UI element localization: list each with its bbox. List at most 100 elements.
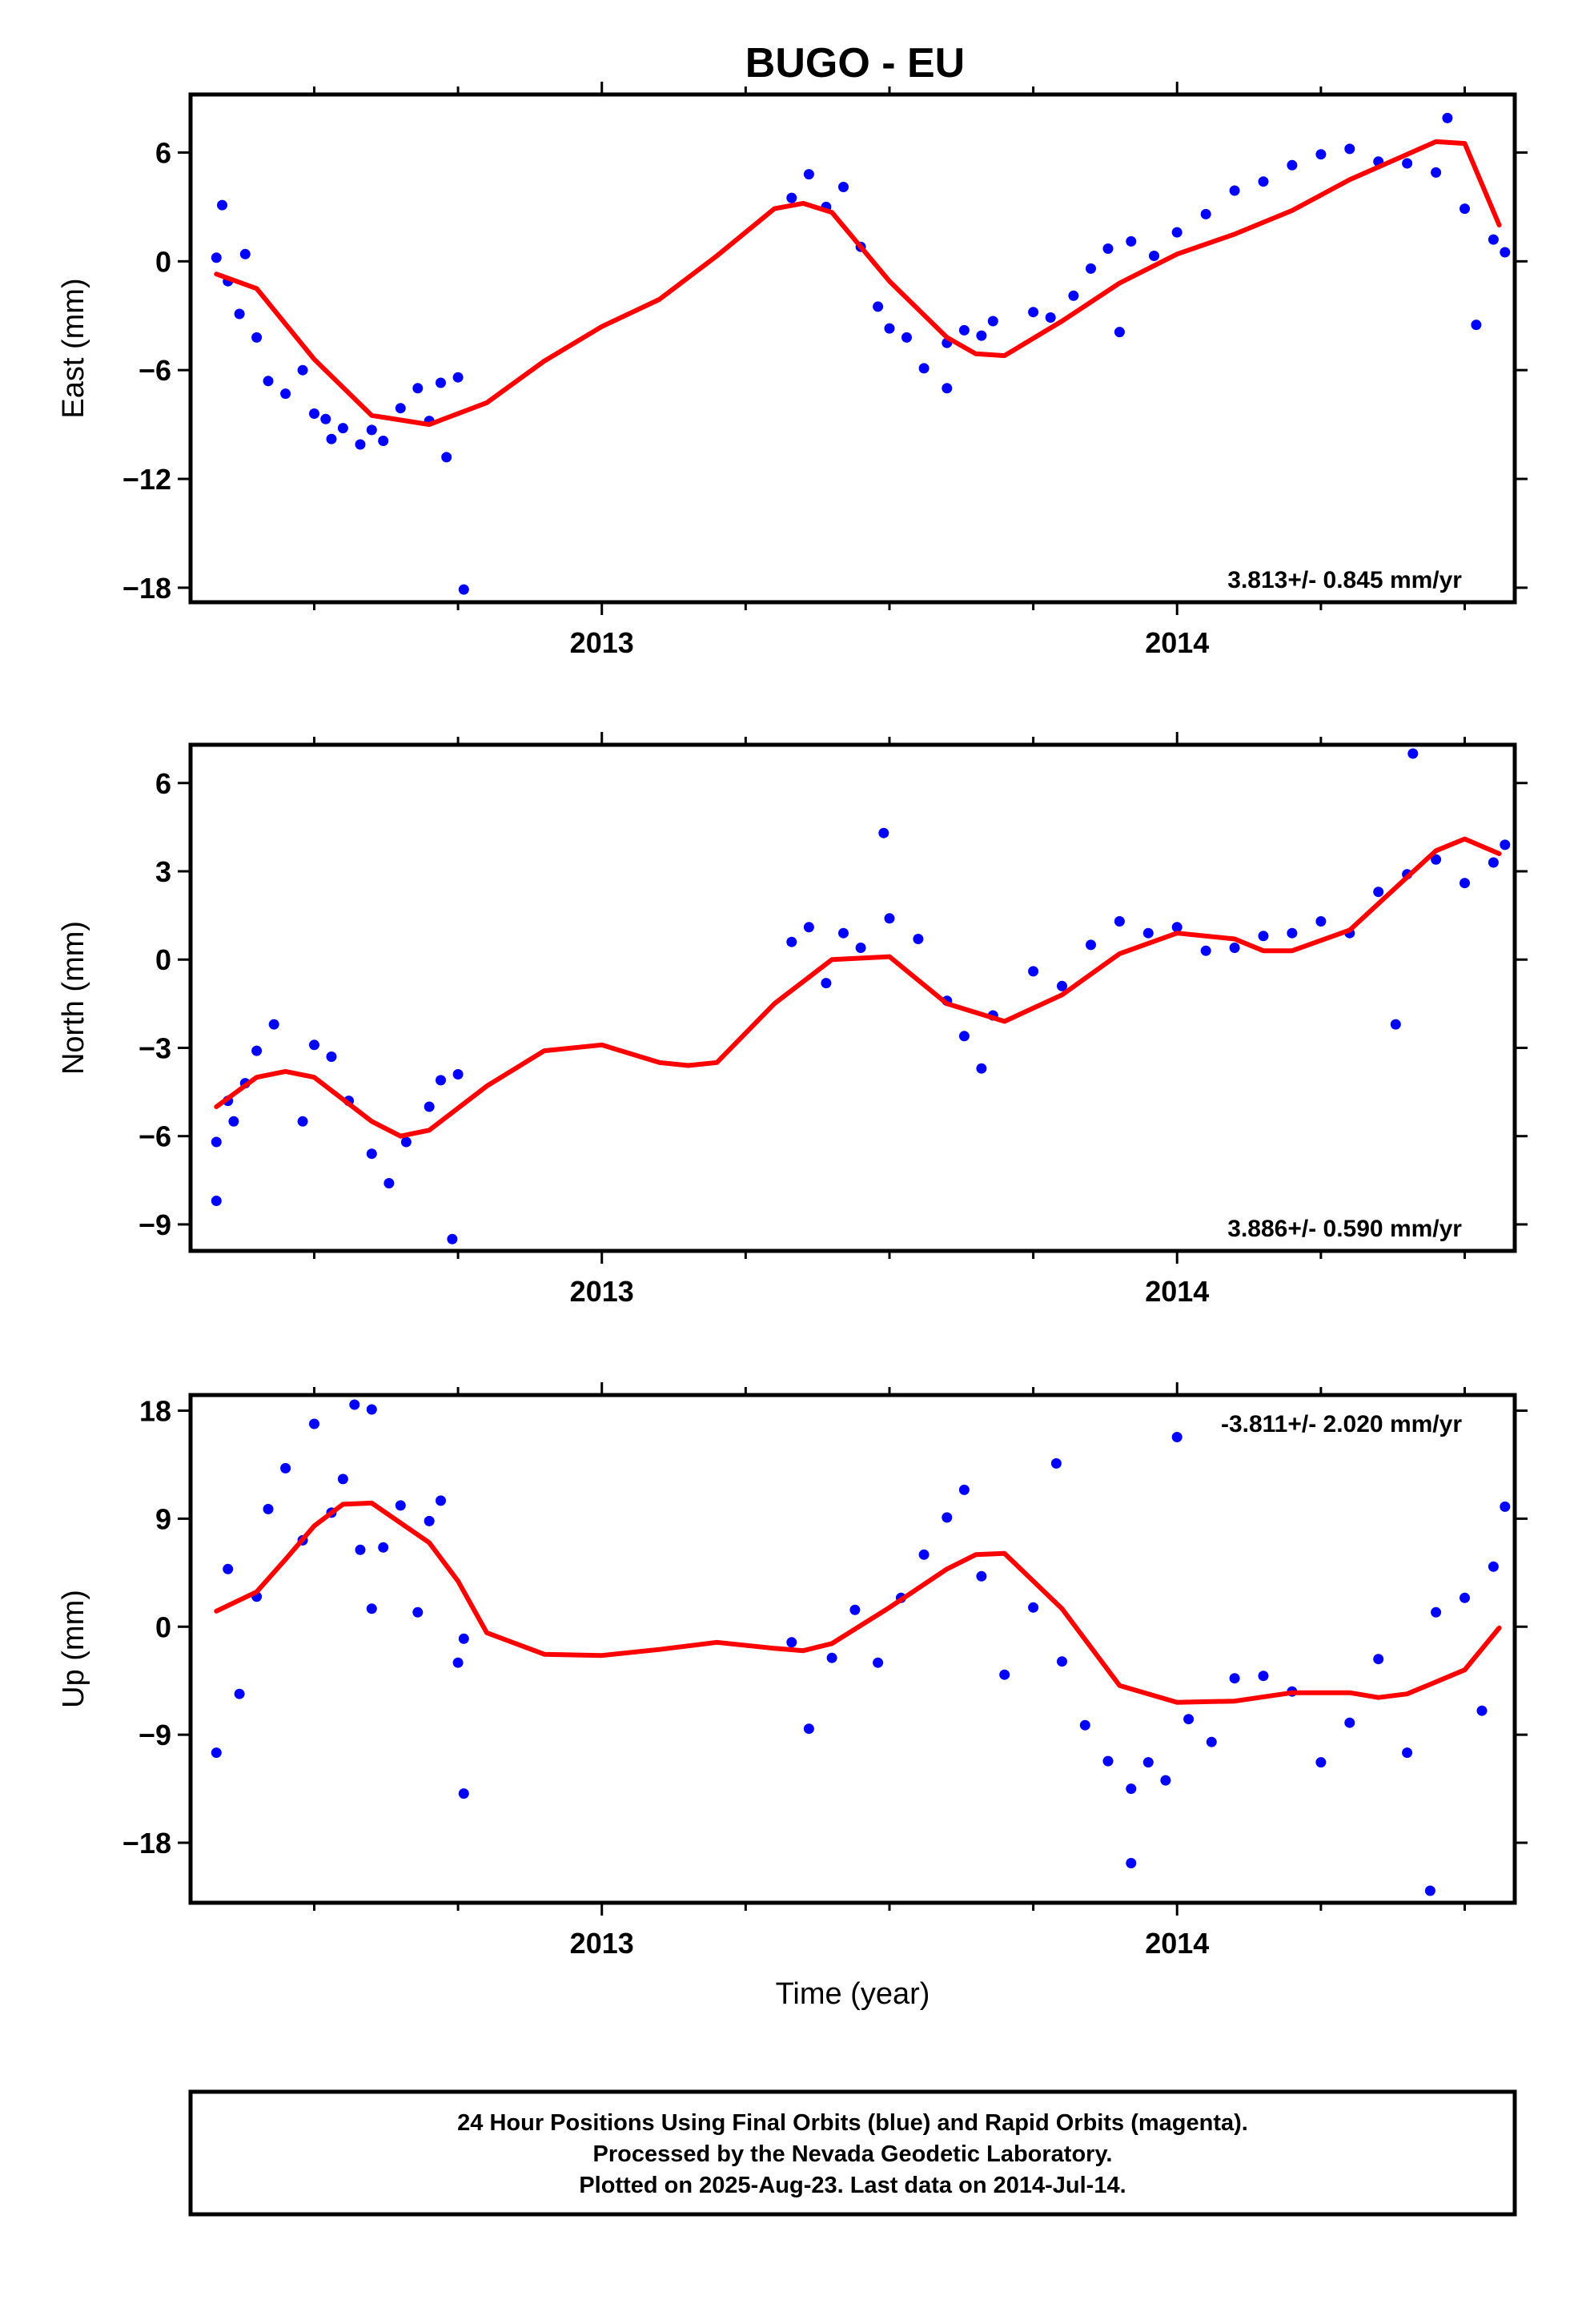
data-point: [366, 1404, 377, 1415]
data-point: [251, 1045, 263, 1056]
data-point: [297, 1116, 308, 1127]
data-point: [1229, 1673, 1240, 1684]
data-point: [320, 413, 331, 424]
data-point: [1258, 931, 1269, 942]
data-point: [1200, 945, 1211, 956]
data-point: [838, 182, 849, 192]
footer-line-2: Processed by the Nevada Geodetic Laborat…: [593, 2141, 1113, 2167]
data-point: [1102, 243, 1114, 254]
data-point: [223, 1563, 234, 1574]
data-point: [309, 1418, 319, 1429]
y-tick-label: −18: [122, 572, 171, 605]
data-point: [1258, 176, 1269, 187]
data-point: [447, 1233, 458, 1244]
data-point: [1142, 927, 1154, 939]
y-tick-label: 6: [155, 767, 171, 800]
data-point: [1114, 327, 1125, 338]
data-point: [942, 383, 953, 394]
y-tick-label: 0: [155, 943, 171, 976]
data-point: [958, 1484, 970, 1495]
data-point: [239, 248, 251, 259]
data-point: [1424, 1885, 1435, 1896]
data-point: [1431, 854, 1442, 865]
y-tick-label: −3: [139, 1031, 171, 1064]
data-point: [1171, 922, 1182, 933]
data-point: [942, 1512, 953, 1523]
y-tick-label: −18: [122, 1827, 171, 1860]
data-point: [1258, 1671, 1269, 1682]
x-axis-label: Time (year): [776, 1977, 930, 2011]
data-point: [918, 1549, 930, 1560]
data-point: [1287, 927, 1298, 939]
data-point: [452, 1069, 464, 1080]
data-point: [326, 1051, 337, 1062]
data-point: [838, 927, 849, 939]
data-point: [211, 1747, 222, 1759]
footer-frame: [188, 2089, 1517, 2217]
data-point: [1373, 1654, 1384, 1665]
data-point: [452, 372, 464, 383]
panels: 6 0 −6 −12 −18 2013 2014 East (mm) 3.813+/- 0.84…: [57, 82, 1528, 2011]
data-point: [1500, 839, 1511, 850]
data-point: [458, 1788, 469, 1799]
y-axis-label: East (mm): [57, 278, 90, 418]
y-axis-label: North (mm): [57, 921, 90, 1075]
data-point: [355, 439, 366, 450]
footer-line-3: Plotted on 2025-Aug-23. Last data on 201…: [579, 2173, 1126, 2198]
y-tick-label: −6: [139, 1120, 171, 1153]
data-point: [1028, 966, 1039, 977]
data-point: [1344, 1717, 1355, 1728]
data-point: [1460, 203, 1470, 215]
data-point: [217, 199, 227, 211]
velocity-annotation: 3.813+/- 0.845 mm/yr: [1227, 567, 1462, 593]
data-point: [913, 934, 924, 944]
data-point: [1079, 1719, 1090, 1731]
data-point: [383, 1178, 395, 1188]
data-point: [873, 301, 884, 312]
y-tick-label: 0: [155, 1610, 171, 1643]
data-point: [849, 1604, 861, 1615]
data-point: [1407, 748, 1419, 759]
data-point: [211, 1136, 222, 1148]
data-point: [1442, 112, 1453, 123]
data-point: [803, 922, 814, 933]
y-tick-label: −9: [139, 1719, 171, 1751]
data-point: [378, 436, 389, 446]
data-point: [803, 1723, 814, 1735]
data-point: [1057, 1656, 1067, 1667]
data-point: [1500, 1501, 1511, 1512]
data-point: [803, 169, 814, 180]
model-fit-line: [214, 836, 1502, 1139]
y-tick-label: 0: [155, 245, 171, 278]
data-point: [884, 323, 895, 334]
data-point: [1390, 1019, 1401, 1030]
data-point: [1183, 1714, 1195, 1725]
data-point: [1402, 1747, 1413, 1759]
footer-box: 24 Hour Positions Using Final Orbits (bl…: [188, 2089, 1517, 2217]
data-point: [1229, 185, 1240, 196]
data-point: [1373, 887, 1384, 898]
data-point: [976, 330, 987, 341]
data-point: [918, 363, 930, 374]
plot-frame: [188, 1393, 1517, 1905]
data-point: [976, 1570, 987, 1582]
data-point: [297, 364, 308, 376]
data-point: [958, 1031, 970, 1042]
data-point: [1142, 1757, 1154, 1768]
data-point: [1126, 1858, 1137, 1868]
data-point: [1126, 1783, 1137, 1795]
panel-3: 18 9 0 −9 −18 2013 2014 Up (mm) Time (year) -3.81…: [57, 1382, 1528, 2011]
data-point: [234, 308, 245, 320]
data-point: [1045, 312, 1056, 323]
data-point: [309, 408, 319, 419]
data-point: [436, 1075, 446, 1086]
data-point: [1488, 857, 1499, 868]
data-point: [251, 332, 263, 343]
data-point: [412, 383, 424, 394]
data-point: [234, 1688, 245, 1699]
data-point: [378, 1542, 389, 1553]
data-point: [366, 1603, 377, 1614]
data-point: [1068, 290, 1079, 301]
data-point: [1028, 307, 1039, 318]
data-point: [1315, 916, 1327, 927]
